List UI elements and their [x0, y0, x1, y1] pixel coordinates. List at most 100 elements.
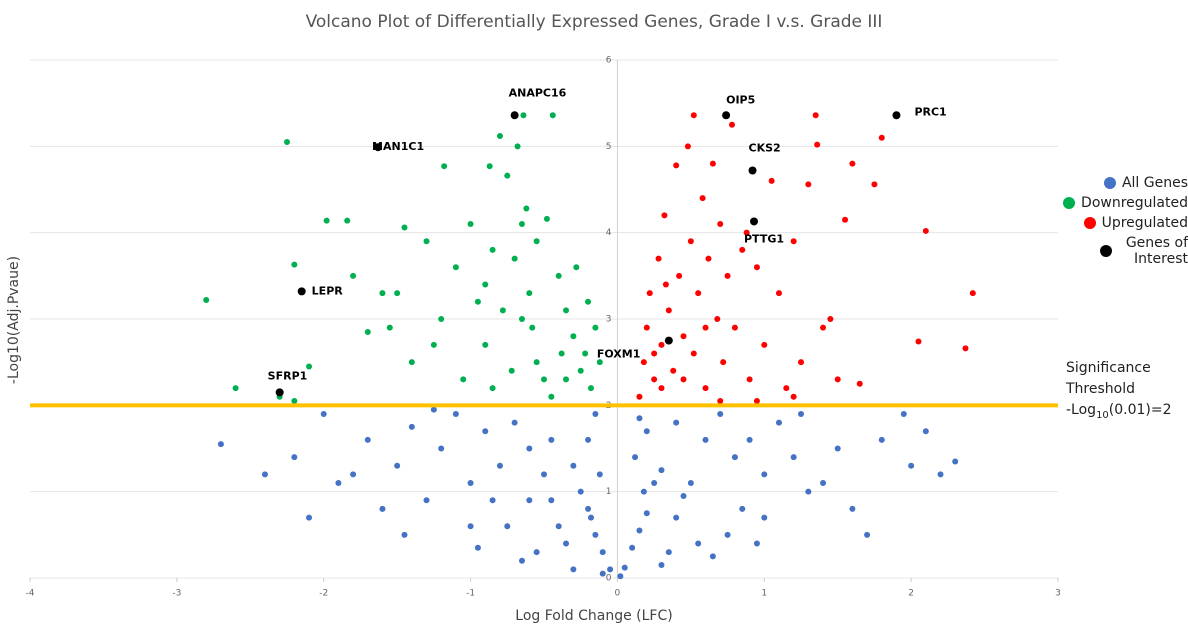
point [814, 141, 821, 148]
point [739, 505, 746, 512]
point [496, 462, 503, 469]
point [709, 553, 716, 560]
point [775, 290, 782, 297]
point [864, 531, 871, 538]
point [394, 290, 401, 297]
point [684, 143, 691, 150]
point [673, 162, 680, 169]
legend-label: Genes of Interest [1125, 235, 1188, 267]
legend-label: Upregulated [1101, 215, 1188, 231]
point [632, 454, 639, 461]
point [284, 139, 290, 146]
gene-of-interest-point [892, 111, 901, 120]
point [489, 385, 496, 392]
point [587, 514, 594, 521]
point [871, 181, 878, 188]
annotation-title: Significance Threshold [1066, 360, 1151, 397]
point [592, 531, 599, 538]
point [518, 316, 525, 322]
legend-marker [1063, 197, 1076, 209]
point [592, 410, 599, 417]
point [908, 462, 915, 469]
point [518, 221, 525, 228]
point [636, 415, 643, 422]
point [533, 359, 540, 366]
point [665, 307, 672, 314]
point [702, 324, 709, 331]
point [687, 238, 694, 245]
y-tick-label: 3 [606, 315, 612, 325]
point [687, 480, 694, 487]
point [629, 544, 636, 551]
point [482, 341, 489, 348]
point [655, 255, 662, 262]
point [680, 333, 687, 340]
point [504, 523, 511, 530]
point [543, 215, 550, 222]
point [504, 172, 511, 179]
point [621, 564, 628, 571]
x-axis-label: Log Fold Change (LFC) [515, 608, 672, 624]
point [474, 544, 481, 551]
point [430, 341, 437, 348]
gene-of-interest-point [510, 111, 519, 120]
point [582, 350, 589, 357]
point [548, 497, 555, 504]
point [592, 324, 599, 331]
point [232, 385, 239, 392]
point [344, 217, 351, 224]
point [467, 221, 474, 228]
point [739, 246, 746, 253]
point [577, 488, 584, 495]
point [646, 290, 653, 297]
point [499, 307, 506, 314]
point [526, 445, 533, 452]
point [673, 419, 680, 426]
point [743, 229, 750, 236]
point [203, 297, 210, 304]
point [856, 380, 863, 387]
point [658, 385, 665, 392]
point [651, 376, 658, 383]
point [643, 428, 650, 435]
gene-label: ANAPC16 [509, 86, 567, 99]
point [533, 238, 540, 245]
point [438, 316, 445, 322]
point [878, 436, 885, 443]
point [680, 492, 687, 499]
x-tick-label: -4 [26, 589, 35, 599]
point [969, 290, 976, 297]
x-tick-label: 3 [1055, 589, 1061, 599]
x-tick-label: 2 [908, 589, 914, 599]
point [658, 562, 665, 569]
point [533, 549, 540, 556]
legend-marker [1083, 217, 1096, 229]
point [558, 350, 565, 357]
point [849, 160, 856, 167]
y-tick-label: 4 [606, 228, 612, 238]
point [714, 316, 721, 322]
point [761, 514, 768, 521]
point [523, 205, 530, 212]
x-tick-label: -1 [466, 589, 475, 599]
point [526, 497, 533, 504]
point [401, 224, 408, 231]
point [952, 458, 959, 465]
point [350, 272, 357, 279]
point [775, 419, 782, 426]
gene-of-interest-point [722, 111, 731, 120]
gene-label: OIP5 [726, 93, 755, 106]
point [441, 163, 448, 170]
legend-entry: Upregulated [1068, 215, 1188, 231]
point [812, 112, 819, 119]
point [585, 298, 592, 305]
point [849, 505, 856, 512]
point [724, 272, 731, 279]
point [640, 488, 647, 495]
gene-label: SFRP1 [268, 369, 308, 382]
point [717, 410, 724, 417]
point [676, 272, 683, 279]
point [306, 514, 313, 521]
point [798, 410, 804, 417]
point [670, 367, 677, 374]
